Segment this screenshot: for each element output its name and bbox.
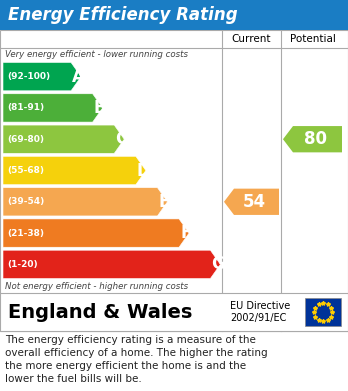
Polygon shape (3, 94, 103, 122)
Text: G: G (211, 255, 225, 273)
Text: (21-38): (21-38) (7, 229, 44, 238)
Text: B: B (94, 99, 106, 117)
Polygon shape (3, 156, 146, 185)
Text: Energy Efficiency Rating: Energy Efficiency Rating (8, 6, 238, 24)
Text: The energy efficiency rating is a measure of the: The energy efficiency rating is a measur… (5, 335, 256, 345)
Text: D: D (137, 161, 151, 179)
Text: 80: 80 (304, 130, 327, 148)
Polygon shape (3, 250, 220, 278)
Text: (81-91): (81-91) (7, 104, 44, 113)
Polygon shape (3, 188, 167, 216)
Bar (0, 0, 348, 30)
Text: (1-20): (1-20) (7, 260, 38, 269)
Text: C: C (115, 130, 127, 148)
Bar (0, 30, 348, 331)
Text: overall efficiency of a home. The higher the rating: overall efficiency of a home. The higher… (5, 348, 268, 358)
Text: England & Wales: England & Wales (8, 303, 192, 321)
Text: 2002/91/EC: 2002/91/EC (230, 313, 286, 323)
Bar (305, 298, 341, 326)
Text: Potential: Potential (290, 34, 335, 44)
Text: Very energy efficient - lower running costs: Very energy efficient - lower running co… (5, 50, 188, 59)
Text: 54: 54 (243, 193, 266, 211)
Polygon shape (283, 126, 342, 152)
Polygon shape (224, 188, 279, 215)
Text: (39-54): (39-54) (7, 197, 44, 206)
Polygon shape (3, 219, 189, 247)
Text: Current: Current (232, 34, 271, 44)
Text: EU Directive: EU Directive (230, 301, 290, 311)
Text: F: F (180, 224, 191, 242)
Text: (55-68): (55-68) (7, 166, 44, 175)
Bar (0, 293, 348, 331)
Text: lower the fuel bills will be.: lower the fuel bills will be. (5, 374, 142, 384)
Polygon shape (3, 63, 81, 91)
Text: E: E (158, 193, 170, 211)
Polygon shape (3, 125, 124, 153)
Text: A: A (72, 68, 85, 86)
Text: Not energy efficient - higher running costs: Not energy efficient - higher running co… (5, 282, 188, 291)
Text: (92-100): (92-100) (7, 72, 50, 81)
Text: (69-80): (69-80) (7, 135, 44, 144)
Text: the more energy efficient the home is and the: the more energy efficient the home is an… (5, 361, 246, 371)
